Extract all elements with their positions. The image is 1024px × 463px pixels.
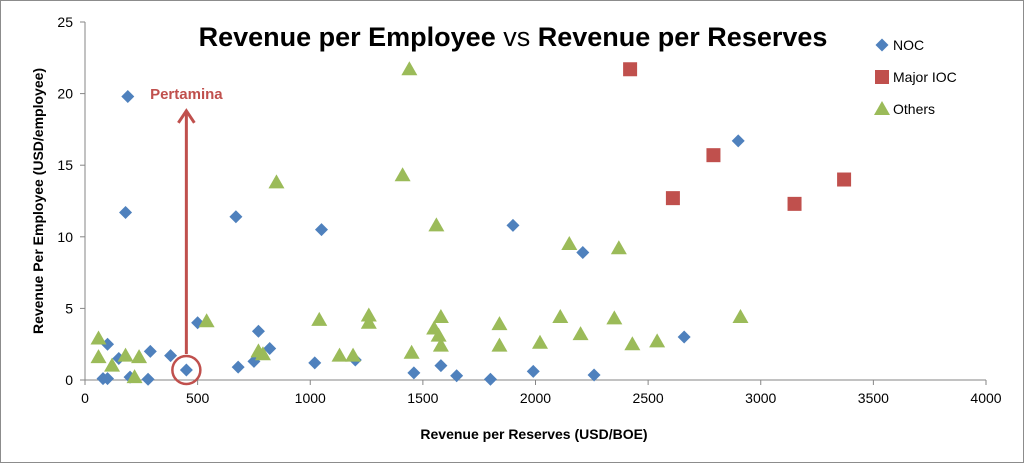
noc-point — [231, 360, 245, 374]
noc-point — [141, 372, 155, 386]
others-point — [268, 174, 285, 189]
y-tick-label: 20 — [57, 86, 73, 102]
annotation-label: Pertamina — [150, 86, 223, 103]
others-point — [606, 310, 623, 325]
legend-marker — [874, 101, 890, 115]
others-point — [126, 369, 143, 384]
others-point — [432, 308, 449, 323]
others-point — [403, 344, 420, 359]
others-point — [104, 357, 121, 372]
data-points — [90, 61, 852, 386]
x-axis-title: Revenue per Reserves (USD/BOE) — [420, 426, 647, 442]
major-ioc-point — [787, 196, 802, 211]
noc-point — [483, 372, 497, 386]
others-point — [432, 337, 449, 352]
pertamina-annotation: Pertamina — [150, 86, 223, 386]
x-tick-label: 4000 — [970, 390, 1001, 406]
legend: NOC Major IOC Others — [874, 37, 957, 117]
others-point — [360, 314, 377, 329]
major-ioc-point — [706, 148, 721, 163]
noc-point — [526, 364, 540, 378]
y-tick-label: 25 — [57, 14, 73, 30]
others-point — [401, 61, 418, 76]
chart-title-part-2: vs — [496, 22, 538, 52]
others-point — [394, 167, 411, 182]
legend-marker — [875, 38, 889, 52]
noc-point — [731, 134, 745, 148]
x-tick-label: 3000 — [745, 390, 776, 406]
noc-point — [677, 330, 691, 344]
others-point — [198, 313, 215, 328]
noc-point — [450, 369, 464, 383]
others-point — [532, 334, 549, 349]
legend-label-others: Others — [893, 101, 935, 117]
x-tick-label: 2000 — [520, 390, 551, 406]
annotation-arrow-head — [177, 108, 196, 124]
x-tick-label: 3500 — [858, 390, 889, 406]
x-tick-label: 2500 — [633, 390, 664, 406]
major-ioc-point — [837, 172, 852, 187]
others-point — [311, 311, 328, 326]
chart-title-part-1: Revenue per Employee — [199, 22, 496, 52]
noc-point — [179, 363, 193, 377]
y-axis-title: Revenue Per Employee (USD/employee) — [30, 68, 46, 334]
legend-label-noc: NOC — [893, 37, 924, 53]
others-point — [345, 347, 362, 362]
others-point — [552, 308, 569, 323]
others-point — [430, 327, 447, 342]
noc-point — [506, 218, 520, 232]
others-point — [610, 240, 627, 255]
chart-title-part-3: Revenue per Reserves — [538, 22, 828, 52]
others-point — [254, 346, 271, 361]
others-point — [572, 326, 589, 341]
major-ioc-point — [623, 62, 638, 77]
others-point — [360, 307, 377, 322]
others-point — [117, 347, 134, 362]
noc-point — [251, 324, 265, 338]
noc-point — [308, 356, 322, 370]
noc-point — [121, 89, 135, 103]
others-point — [90, 349, 107, 364]
noc-point — [229, 210, 243, 224]
others-point — [331, 347, 348, 362]
x-tick-label: 500 — [186, 390, 210, 406]
noc-point — [315, 223, 329, 237]
others-point — [732, 308, 749, 323]
others-point — [491, 337, 508, 352]
noc-point — [407, 366, 421, 380]
noc-point — [143, 344, 157, 358]
noc-point — [164, 349, 178, 363]
y-tick-label: 5 — [65, 300, 73, 316]
noc-point — [576, 246, 590, 260]
others-point — [90, 330, 107, 345]
others-point — [649, 333, 666, 348]
others-point — [561, 235, 578, 250]
others-point — [131, 349, 148, 364]
y-tick-label: 0 — [65, 372, 73, 388]
others-point — [491, 316, 508, 331]
legend-label-major-ioc: Major IOC — [893, 69, 957, 85]
major-ioc-point — [665, 191, 680, 206]
highlight-circle — [171, 354, 202, 386]
noc-point — [101, 372, 115, 386]
y-tick-label: 10 — [57, 229, 73, 245]
noc-point — [119, 205, 133, 219]
legend-marker — [875, 70, 889, 84]
noc-point — [434, 359, 448, 373]
others-point — [624, 336, 641, 351]
x-tick-label: 0 — [81, 390, 89, 406]
noc-point — [587, 368, 601, 382]
x-tick-label: 1000 — [295, 390, 326, 406]
axes: 0 500 1000 1500 2000 2500 3000 3500 4000 0 5 10 15 20… — [57, 14, 1001, 406]
y-tick-label: 15 — [57, 157, 73, 173]
others-point — [428, 217, 445, 232]
chart-title: Revenue per Employee vs Revenue per Rese… — [199, 22, 828, 52]
noc-point — [263, 341, 277, 355]
x-tick-label: 1500 — [407, 390, 438, 406]
